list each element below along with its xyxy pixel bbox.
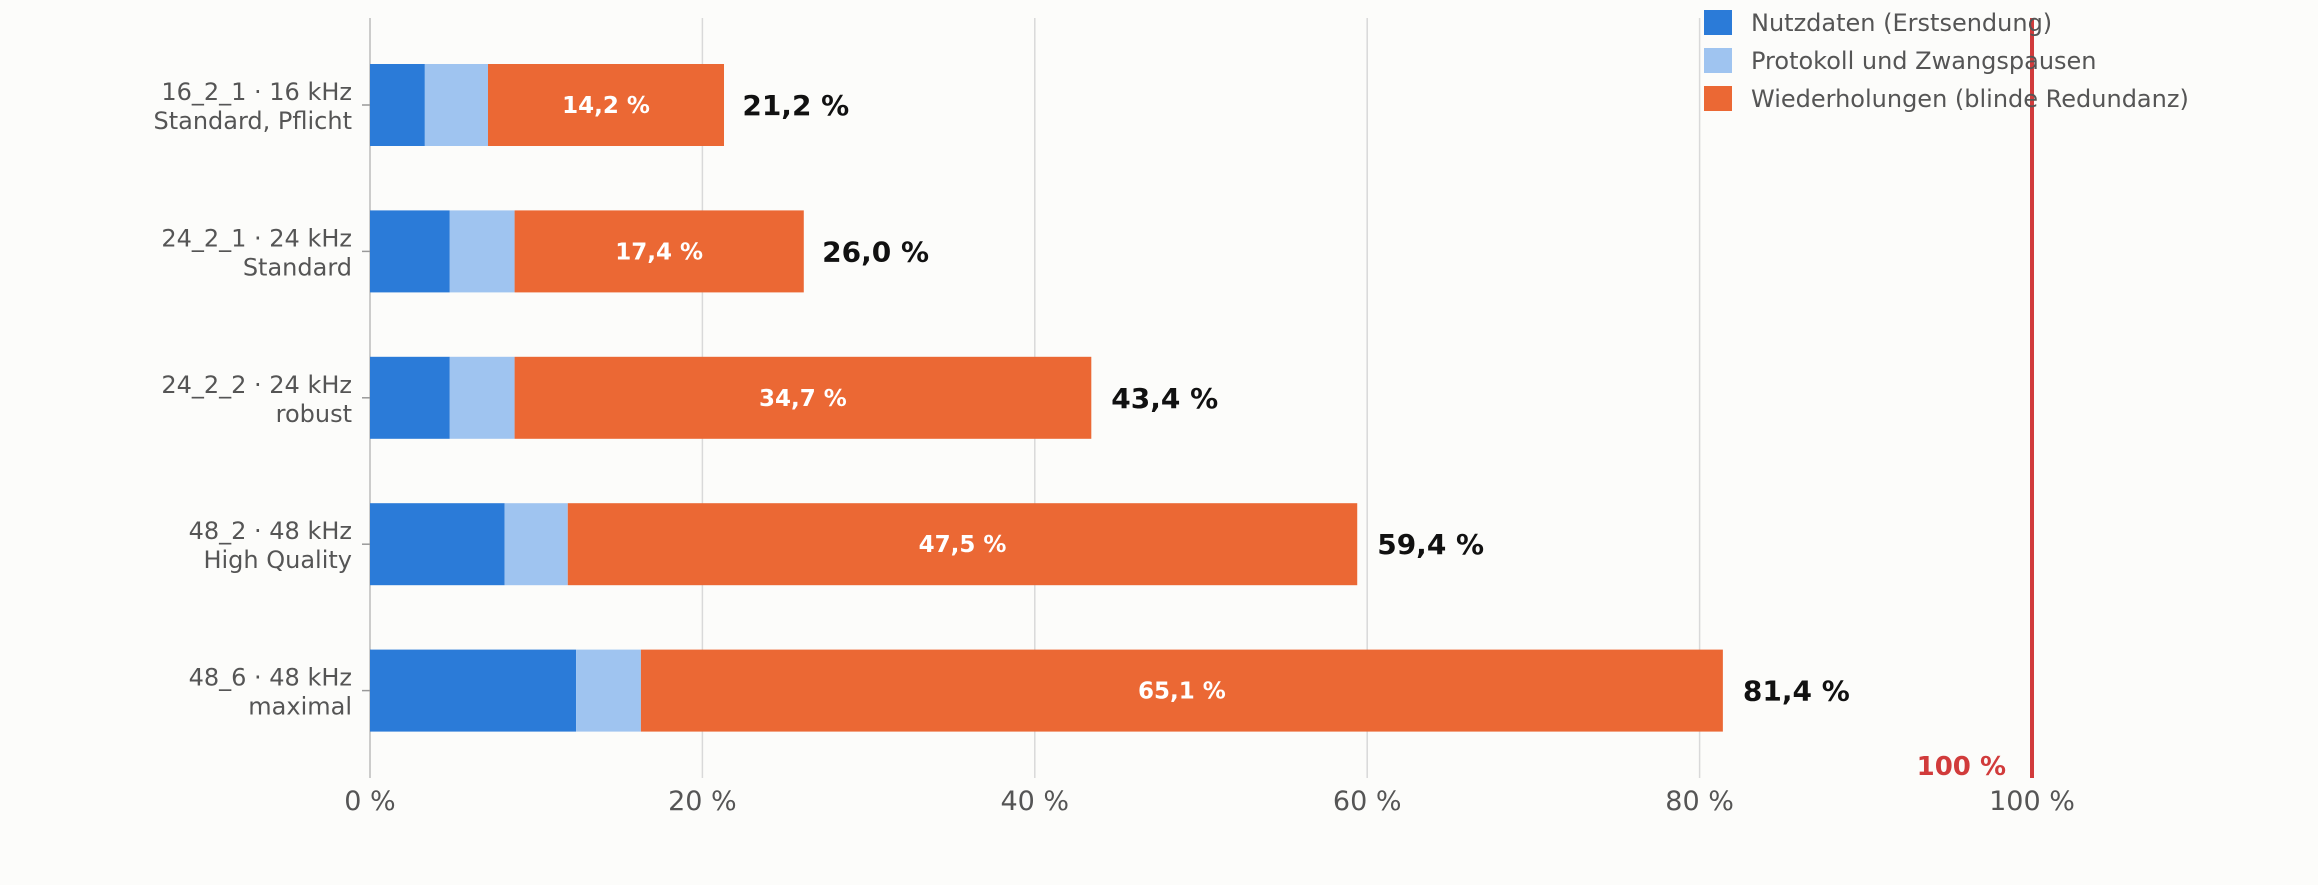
reference-line-label: 100 % (1917, 752, 2006, 782)
total-value-label: 21,2 % (742, 89, 849, 122)
segment-value-label: 65,1 % (1138, 679, 1226, 705)
bar-segment (576, 649, 641, 732)
reference-line-group: 100 % (1917, 18, 2034, 782)
segment-value-label: 14,2 % (562, 93, 650, 119)
category-label-line1: 24_2_1 · 24 kHz (161, 224, 352, 252)
legend-entry-label: Nutzdaten (Erstsendung) (1751, 9, 2052, 37)
total-value-label: 43,4 % (1111, 382, 1218, 415)
category-label-line1: 16_2_1 · 16 kHz (161, 78, 352, 106)
category-label-line2: Standard, Pflicht (153, 107, 352, 135)
category-label-line2: High Quality (203, 546, 352, 574)
category-label-line1: 48_6 · 48 kHz (189, 664, 352, 692)
category-label-line2: maximal (248, 693, 352, 721)
legend-swatch (1704, 86, 1732, 111)
bar-segment (640, 649, 1723, 732)
bars: 14,2 % 21,2 % 17,4 % 26,0 % 34,7 % 43,4 % 47,5… (370, 64, 1850, 732)
x-tick-label: 20 % (668, 786, 737, 817)
bar-segment (514, 356, 1092, 439)
bar-segment (370, 503, 505, 586)
bar-segment (370, 649, 577, 732)
legend-swatch (1704, 10, 1732, 35)
bar-segment (424, 64, 489, 146)
total-value-label: 59,4 % (1377, 528, 1484, 561)
bar-segment (370, 64, 425, 146)
total-value-label: 81,4 % (1743, 675, 1850, 708)
bar-segment (370, 210, 450, 293)
x-tick-label: 100 % (1989, 786, 2075, 817)
legend-swatch (1704, 48, 1732, 73)
category-label-line2: robust (276, 400, 352, 428)
x-tick-label: 80 % (1665, 786, 1734, 817)
bar-segment (449, 356, 515, 439)
segment-value-label: 17,4 % (615, 239, 703, 265)
category-label-line2: Standard (243, 253, 352, 281)
legend-entry-label: Wiederholungen (blinde Redundanz) (1751, 85, 2189, 113)
bar-segment (514, 210, 804, 293)
segment-value-label: 34,7 % (759, 386, 847, 412)
category-label-line1: 48_2 · 48 kHz (189, 517, 352, 545)
legend: Nutzdaten (Erstsendung) Protokoll und Zwa… (1704, 9, 2189, 113)
bar-segment (488, 64, 725, 146)
legend-entry-label: Protokoll und Zwangspausen (1751, 47, 2097, 75)
segment-value-label: 47,5 % (919, 532, 1007, 558)
bar-segment (449, 210, 515, 293)
x-tick-label: 40 % (1000, 786, 1069, 817)
bar-segment (567, 503, 1358, 586)
x-tick-label: 0 % (344, 786, 395, 817)
category-label-line1: 24_2_2 · 24 kHz (161, 371, 352, 399)
bar-segment (504, 503, 568, 586)
x-tick-label: 60 % (1333, 786, 1402, 817)
bar-segment (370, 356, 450, 439)
axes: 0 % 20 % 40 % 60 % 80 % 100 %16_2_1 · 16 kHzS… (153, 18, 2075, 817)
total-value-label: 26,0 % (822, 235, 929, 268)
